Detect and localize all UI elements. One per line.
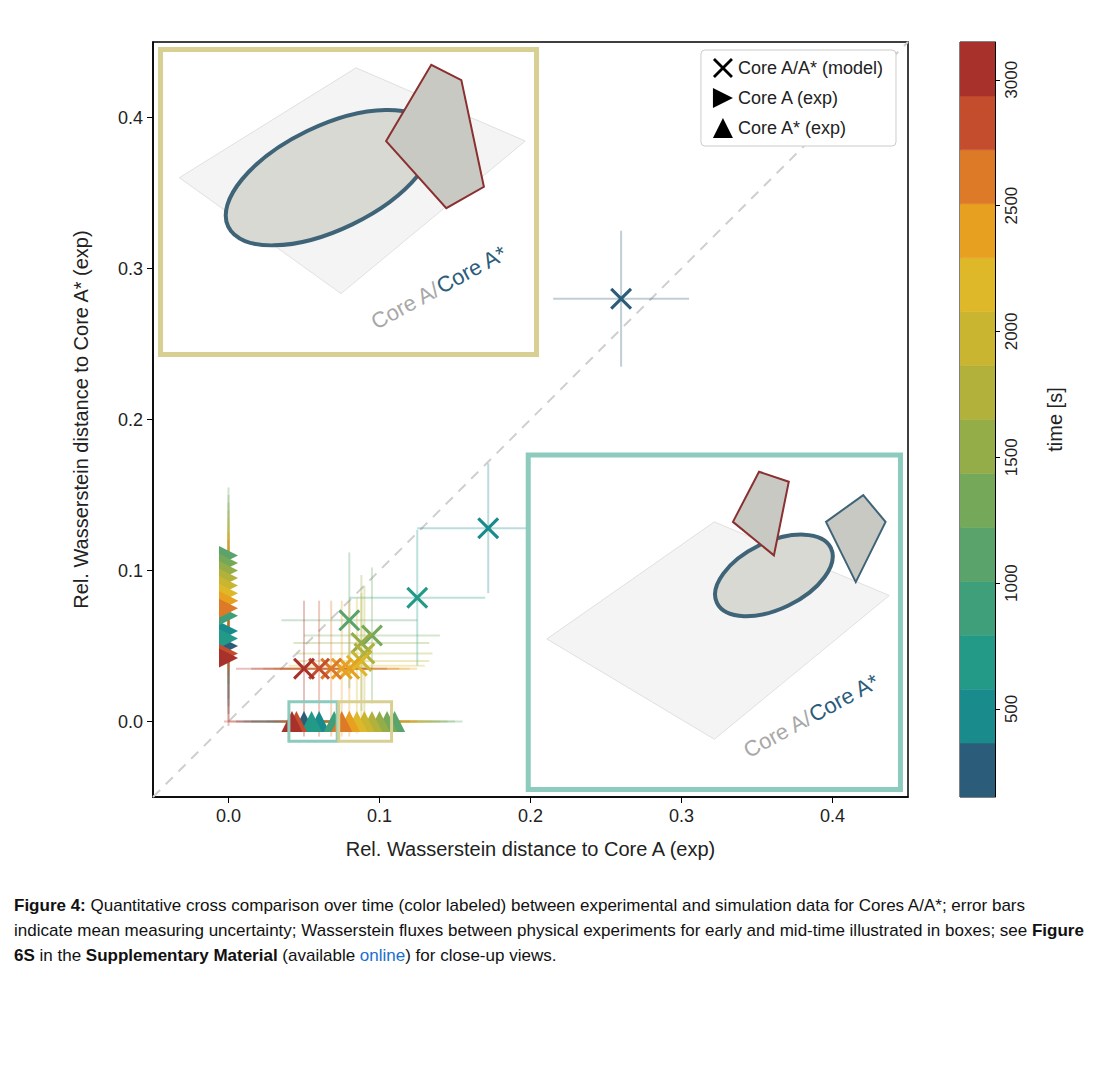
svg-text:0.1: 0.1 — [367, 806, 392, 826]
svg-text:2500: 2500 — [1002, 187, 1021, 225]
svg-text:Core A*: Core A* — [805, 669, 884, 727]
svg-text:0.4: 0.4 — [820, 806, 845, 826]
svg-text:2000: 2000 — [1002, 313, 1021, 351]
svg-text:Core A*: Core A* — [432, 240, 511, 298]
svg-text:Core A (exp): Core A (exp) — [738, 88, 838, 108]
svg-text:3000: 3000 — [1002, 61, 1021, 99]
svg-text:Rel. Wasserstein distance to C: Rel. Wasserstein distance to Core A (exp… — [346, 838, 715, 860]
svg-text:0.0: 0.0 — [216, 806, 241, 826]
svg-text:0.3: 0.3 — [669, 806, 694, 826]
svg-text:0.2: 0.2 — [518, 806, 543, 826]
html-text:Figure 4: Quantitative cross c: Figure 4: Quantitative cross comparison … — [14, 896, 1084, 965]
svg-text:Core A/: Core A/ — [739, 705, 816, 763]
svg-text:Core A* (exp): Core A* (exp) — [738, 118, 846, 138]
svg-text:Rel. Wasserstein distance to C: Rel. Wasserstein distance to Core A* (ex… — [70, 230, 92, 608]
svg-text:0.0: 0.0 — [118, 712, 143, 732]
svg-text:500: 500 — [1002, 695, 1021, 723]
svg-text:1500: 1500 — [1002, 438, 1021, 476]
svg-text:Core A/: Core A/ — [367, 277, 444, 335]
svg-text:1000: 1000 — [1002, 564, 1021, 602]
svg-text:0.4: 0.4 — [118, 108, 143, 128]
svg-text:0.3: 0.3 — [118, 259, 143, 279]
svg-text:0.1: 0.1 — [118, 561, 143, 581]
svg-text:Core A/A* (model): Core A/A* (model) — [738, 58, 883, 78]
svg-text:0.2: 0.2 — [118, 410, 143, 430]
svg-text:time [s]: time [s] — [1044, 387, 1066, 451]
